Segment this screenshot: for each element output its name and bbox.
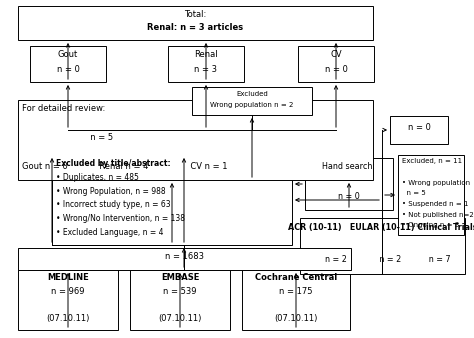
FancyBboxPatch shape <box>18 270 118 330</box>
Text: Renal: Renal <box>194 50 218 59</box>
FancyBboxPatch shape <box>30 46 106 82</box>
FancyBboxPatch shape <box>18 100 373 180</box>
FancyBboxPatch shape <box>398 155 464 235</box>
Text: • Incorrect study type, n = 63: • Incorrect study type, n = 63 <box>56 200 171 209</box>
Text: Excluded: Excluded <box>236 91 268 97</box>
Text: (07.10.11): (07.10.11) <box>158 314 202 322</box>
FancyBboxPatch shape <box>18 248 351 270</box>
Text: Gout n = 0            Renal n = 4                CV n = 1: Gout n = 0 Renal n = 4 CV n = 1 <box>22 163 228 171</box>
Text: Cochrane Central: Cochrane Central <box>255 273 337 283</box>
FancyBboxPatch shape <box>52 155 292 245</box>
Text: • Wrong/No Intervention, n = 138: • Wrong/No Intervention, n = 138 <box>56 214 185 223</box>
FancyBboxPatch shape <box>242 270 350 330</box>
FancyBboxPatch shape <box>390 116 448 144</box>
Text: • Wrong population: • Wrong population <box>402 180 470 186</box>
Text: Gout: Gout <box>58 50 78 59</box>
Text: n = 175: n = 175 <box>279 287 313 296</box>
Text: Hand search:: Hand search: <box>322 163 375 171</box>
Text: n = 0: n = 0 <box>325 65 347 74</box>
Text: • Suspended n = 1: • Suspended n = 1 <box>402 201 468 207</box>
FancyBboxPatch shape <box>130 270 230 330</box>
Text: CV: CV <box>330 50 342 59</box>
Text: n = 969: n = 969 <box>51 287 85 296</box>
Text: (07.10.11): (07.10.11) <box>274 314 318 322</box>
FancyBboxPatch shape <box>300 218 465 274</box>
Text: n = 5: n = 5 <box>22 133 113 142</box>
Text: n = 3: n = 3 <box>194 65 218 74</box>
Text: n = 0: n = 0 <box>408 123 430 132</box>
Text: Excluded, n = 11: Excluded, n = 11 <box>402 159 462 164</box>
FancyBboxPatch shape <box>192 87 312 115</box>
Text: n = 5: n = 5 <box>402 190 426 196</box>
FancyBboxPatch shape <box>305 158 393 210</box>
Text: • Duplicates, n = 485: • Duplicates, n = 485 <box>56 173 139 182</box>
Text: • Not published n=2: • Not published n=2 <box>402 212 474 218</box>
Text: n = 0: n = 0 <box>338 192 360 201</box>
Text: Excluded by title/abstract:: Excluded by title/abstract: <box>56 159 171 168</box>
Text: n = 2             n = 2           n = 7: n = 2 n = 2 n = 7 <box>315 255 450 264</box>
Text: • Ongoing n = 3: • Ongoing n = 3 <box>402 222 459 228</box>
Text: EMBASE: EMBASE <box>161 273 199 283</box>
Text: • Wrong Population, n = 988: • Wrong Population, n = 988 <box>56 187 165 195</box>
Text: ACR (10-11)   EULAR (10-11) Clinical Trials: ACR (10-11) EULAR (10-11) Clinical Trial… <box>288 223 474 232</box>
Text: (07.10.11): (07.10.11) <box>46 314 90 322</box>
Text: n = 0: n = 0 <box>56 65 80 74</box>
FancyBboxPatch shape <box>18 6 373 40</box>
Text: n = 539: n = 539 <box>163 287 197 296</box>
Text: Renal: n = 3 articles: Renal: n = 3 articles <box>147 23 244 32</box>
Text: Wrong population n = 2: Wrong population n = 2 <box>210 102 294 108</box>
Text: For detailed review:: For detailed review: <box>22 104 105 113</box>
Text: MEDLINE: MEDLINE <box>47 273 89 283</box>
Text: Total:: Total: <box>184 10 207 19</box>
Text: • Excluded Language, n = 4: • Excluded Language, n = 4 <box>56 228 164 237</box>
FancyBboxPatch shape <box>168 46 244 82</box>
FancyBboxPatch shape <box>298 46 374 82</box>
Text: n = 1683: n = 1683 <box>165 252 204 261</box>
